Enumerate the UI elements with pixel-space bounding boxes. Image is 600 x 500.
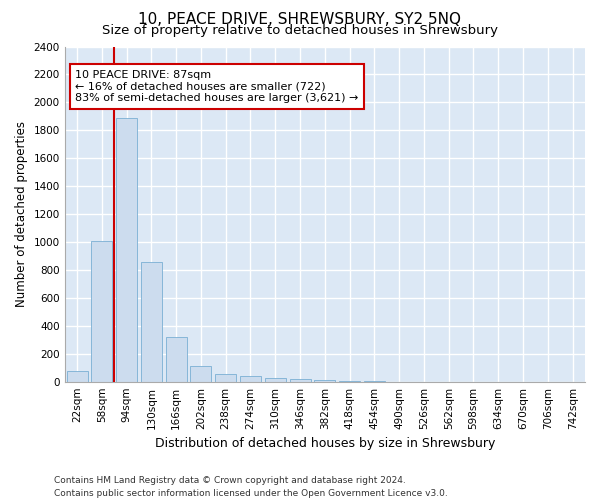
X-axis label: Distribution of detached houses by size in Shrewsbury: Distribution of detached houses by size … xyxy=(155,437,495,450)
Y-axis label: Number of detached properties: Number of detached properties xyxy=(15,121,28,307)
Text: 10 PEACE DRIVE: 87sqm
← 16% of detached houses are smaller (722)
83% of semi-det: 10 PEACE DRIVE: 87sqm ← 16% of detached … xyxy=(75,70,358,103)
Bar xyxy=(166,337,187,382)
Bar xyxy=(190,366,211,382)
Bar xyxy=(314,380,335,382)
Text: 10, PEACE DRIVE, SHREWSBURY, SY2 5NQ: 10, PEACE DRIVE, SHREWSBURY, SY2 5NQ xyxy=(139,12,461,28)
Bar xyxy=(141,262,162,382)
Bar xyxy=(240,376,261,382)
Bar xyxy=(116,118,137,382)
Bar xyxy=(339,381,360,382)
Bar xyxy=(91,240,112,382)
Bar xyxy=(265,378,286,382)
Bar xyxy=(215,374,236,382)
Bar xyxy=(67,370,88,382)
Bar xyxy=(290,379,311,382)
Text: Size of property relative to detached houses in Shrewsbury: Size of property relative to detached ho… xyxy=(102,24,498,37)
Text: Contains HM Land Registry data © Crown copyright and database right 2024.
Contai: Contains HM Land Registry data © Crown c… xyxy=(54,476,448,498)
